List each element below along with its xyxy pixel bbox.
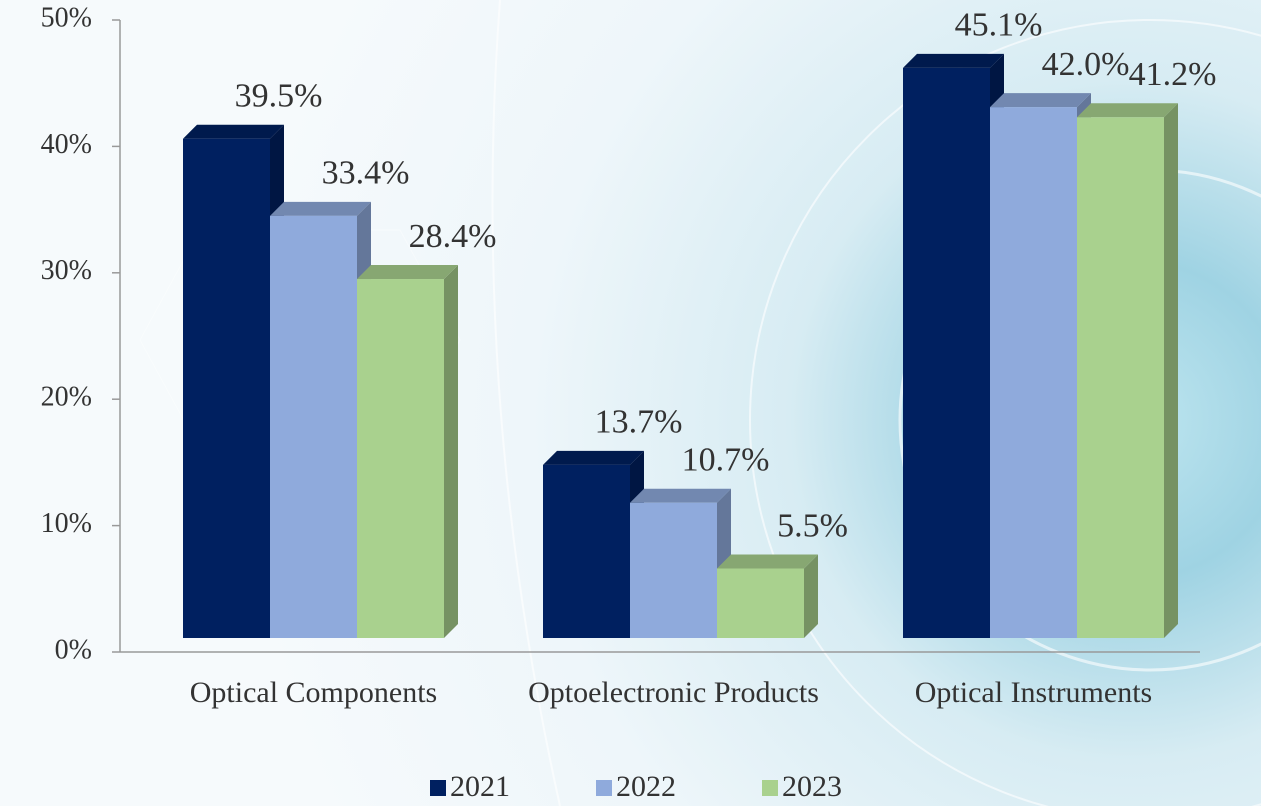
- bar-top: [717, 554, 818, 569]
- legend-swatch: [430, 780, 446, 796]
- y-tick-label: 0%: [55, 634, 92, 665]
- data-label: 42.0%: [1042, 46, 1130, 83]
- bar-top: [357, 265, 458, 280]
- x-tick-label: Optical Components: [189, 676, 438, 709]
- data-label: 5.5%: [777, 507, 848, 544]
- bar: [357, 279, 444, 638]
- legend-swatch: [596, 780, 612, 796]
- bar: [903, 67, 990, 639]
- y-tick-label: 40%: [41, 129, 92, 160]
- bar: [543, 464, 630, 638]
- bar-top: [183, 124, 284, 139]
- bar: [1077, 117, 1164, 639]
- bar-top: [990, 93, 1091, 108]
- data-label: 41.2%: [1129, 56, 1217, 93]
- bar-side: [804, 554, 818, 638]
- data-label: 39.5%: [235, 78, 323, 115]
- bar-top: [270, 201, 371, 216]
- bar: [270, 215, 357, 638]
- data-label: 10.7%: [682, 442, 770, 479]
- bar-top: [903, 53, 1004, 68]
- bar-top: [1077, 103, 1178, 118]
- y-tick-label: 50%: [41, 2, 92, 33]
- x-tick-label: Optoelectronic Products: [528, 676, 819, 709]
- bar: [183, 138, 270, 638]
- x-tick-label: Optical Instruments: [914, 676, 1153, 709]
- data-label: 28.4%: [409, 218, 497, 255]
- bar-top: [630, 488, 731, 503]
- legend-label: 2021: [450, 770, 510, 803]
- bar: [717, 568, 804, 638]
- data-label: 45.1%: [955, 7, 1043, 44]
- bar-side: [444, 265, 458, 638]
- y-tick-label: 20%: [41, 382, 92, 413]
- bar-side: [1164, 103, 1178, 639]
- data-label: 33.4%: [322, 155, 410, 192]
- data-label: 13.7%: [595, 404, 683, 441]
- legend-swatch: [762, 780, 778, 796]
- bar: [630, 502, 717, 638]
- bar: [990, 107, 1077, 639]
- legend-label: 2022: [616, 770, 676, 803]
- legend-label: 2023: [782, 770, 842, 803]
- bar-top: [543, 450, 644, 465]
- y-tick-label: 30%: [41, 255, 92, 286]
- y-tick-label: 10%: [41, 508, 92, 539]
